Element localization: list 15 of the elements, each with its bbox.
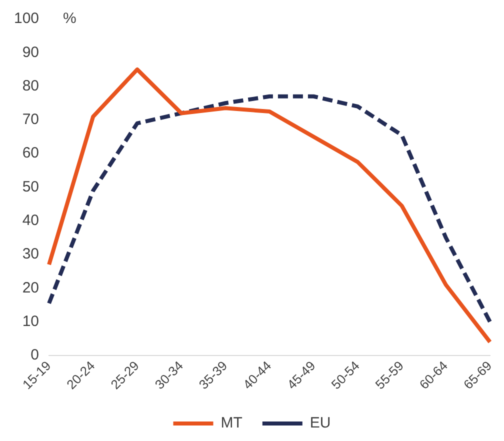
y-tick-label: 80 (22, 77, 40, 94)
y-tick-label: 30 (22, 246, 40, 263)
y-axis-title: % (63, 10, 76, 28)
legend-label: MT (220, 414, 242, 432)
y-tick-label: 60 (22, 144, 40, 162)
y-tick-label: 70 (22, 111, 40, 128)
legend-label: EU (310, 414, 331, 432)
y-tick-label: 20 (22, 279, 40, 296)
y-tick-label: 10 (22, 312, 40, 330)
line-series (47, 94, 492, 324)
y-tick-label: 0 (30, 346, 40, 364)
y-tick-label: 90 (22, 44, 40, 61)
y-tick-label: 100 (14, 10, 40, 28)
y-tick-label: 50 (22, 178, 40, 196)
y-tick-label: 40 (22, 212, 40, 230)
